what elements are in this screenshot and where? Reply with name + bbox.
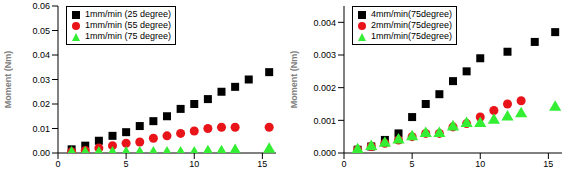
svg-text:10: 10	[189, 159, 199, 169]
svg-text:10: 10	[475, 159, 485, 169]
svg-text:0.000: 0.000	[313, 148, 336, 158]
html-text:1mm/min (25 degree): 1mm/min (25 degree)	[85, 9, 171, 19]
svg-text:0.05: 0.05	[32, 26, 50, 36]
svg-text:0.06: 0.06	[32, 1, 50, 11]
svg-text:Moment (Nm): Moment (Nm)	[289, 51, 299, 109]
html-text:2mm/min(75degree): 2mm/min(75degree)	[371, 20, 452, 30]
svg-text:5: 5	[410, 159, 415, 169]
svg-text:0.02: 0.02	[32, 99, 50, 109]
svg-text:0.001: 0.001	[313, 116, 336, 126]
svg-text:0: 0	[341, 159, 346, 169]
svg-text:0.03: 0.03	[32, 75, 50, 85]
svg-text:15: 15	[543, 159, 553, 169]
svg-text:0.003: 0.003	[313, 50, 336, 60]
svg-text:Moment (Nm): Moment (Nm)	[8, 51, 13, 109]
html-text:1mm/min (75 degree): 1mm/min (75 degree)	[85, 31, 171, 41]
html-text:1mm/min(75degree): 1mm/min(75degree)	[371, 31, 452, 41]
svg-text:0.002: 0.002	[313, 83, 336, 93]
svg-text:0.004: 0.004	[313, 18, 336, 28]
svg-text:5: 5	[124, 159, 129, 169]
svg-text:0.04: 0.04	[32, 50, 50, 60]
svg-text:0.00: 0.00	[32, 148, 50, 158]
svg-text:0: 0	[55, 159, 60, 169]
html-text:1mm/min (55 degree): 1mm/min (55 degree)	[85, 20, 171, 30]
svg-text:0.01: 0.01	[32, 124, 50, 134]
html-text:4mm/min(75degree): 4mm/min(75degree)	[371, 9, 452, 19]
svg-text:15: 15	[257, 159, 267, 169]
